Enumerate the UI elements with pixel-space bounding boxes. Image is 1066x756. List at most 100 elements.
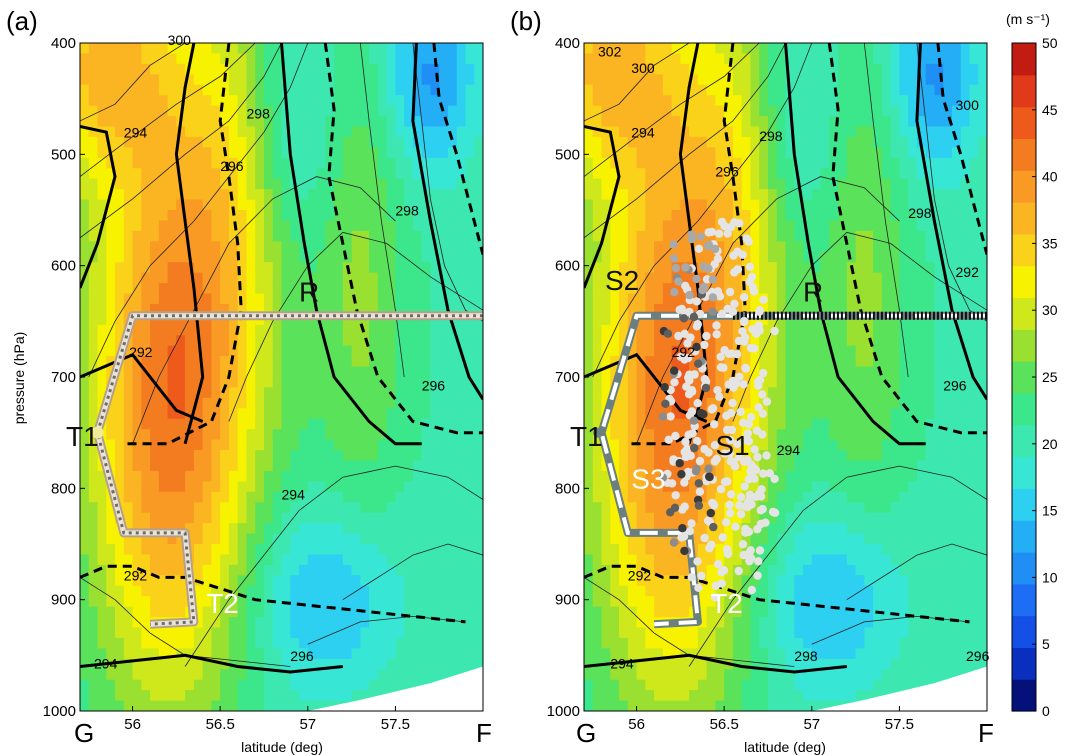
parcel-dot (674, 331, 683, 341)
parcel-dot (758, 368, 768, 378)
x-tick-label: 56 (124, 716, 141, 733)
colorbar-swatch (1012, 679, 1036, 712)
parcel-dot (735, 372, 744, 381)
parcel-dot-dark (701, 383, 711, 393)
parcel-dot (695, 487, 705, 496)
parcel-dot-dark (669, 538, 679, 547)
trajectory-point (593, 427, 604, 438)
dashed-contour (584, 564, 970, 624)
parcel-dot (750, 445, 759, 454)
parcel-dot (755, 489, 764, 498)
parcel-dot (725, 500, 734, 509)
parcel-dot (742, 234, 751, 243)
parcel-dot (758, 409, 767, 418)
region-label: R (299, 276, 319, 307)
parcel-dot-s2 (704, 240, 714, 250)
parcel-dot (695, 456, 705, 466)
parcel-dot-s2 (687, 234, 696, 244)
parcel-dot (730, 299, 739, 308)
parcel-dot-dark (706, 508, 715, 518)
y-tick-label: 800 (555, 480, 580, 497)
colorbar-tick-label: 45 (1042, 102, 1058, 118)
dashed-contour (80, 564, 466, 624)
parcel-dot-dark (691, 467, 701, 476)
y-tick-label: 700 (51, 369, 76, 386)
parcel-dot (739, 293, 749, 302)
theta-contour (184, 465, 483, 667)
theta-contour (132, 176, 396, 444)
parcel-dot (708, 498, 717, 508)
parcel-dot (723, 549, 733, 559)
parcel-dot-dark (689, 312, 699, 322)
theta-label: 302 (598, 43, 622, 59)
theta-contour (732, 231, 987, 422)
region-label: T1 (570, 421, 603, 452)
parcel-dot (753, 524, 762, 534)
thick-contour (784, 43, 926, 446)
parcel-dot (690, 370, 699, 379)
colorbar-tick-label: 40 (1042, 169, 1058, 185)
parcel-dot (736, 510, 746, 519)
parcel-dot (753, 571, 762, 580)
parcel-dot (683, 339, 692, 348)
y-tick-label: 1000 (43, 703, 76, 720)
end-label-left-b: G (576, 718, 596, 748)
parcel-dot (733, 265, 743, 274)
parcel-dot (685, 376, 694, 385)
colorbar-tick-label: 50 (1042, 35, 1058, 51)
x-tick-label: 56.5 (206, 716, 235, 733)
end-label-right-a: F (476, 718, 492, 748)
y-tick-label: 400 (555, 35, 580, 52)
theta-label: 298 (395, 203, 419, 219)
parcel-dot (680, 447, 689, 457)
parcel-dot-s2 (674, 277, 683, 286)
parcel-dot (739, 380, 748, 389)
parcel-dot (717, 217, 727, 227)
theta-contour (359, 43, 405, 378)
colorbar-unit: (m s⁻¹) (1006, 11, 1050, 27)
parcel-dot-dark (694, 501, 704, 510)
colorbar-swatch (1012, 297, 1036, 330)
parcel-dot-s2 (681, 263, 690, 272)
parcel-dot (685, 527, 695, 536)
theta-label: 294 (777, 442, 801, 458)
parcel-dot (744, 527, 754, 536)
thick-contour (584, 125, 621, 289)
parcel-dot-dark (689, 416, 699, 425)
parcel-dot (762, 451, 771, 460)
parcel-dot (726, 508, 735, 518)
surface-mask (811, 666, 987, 711)
x-tick-label: 57.5 (381, 716, 410, 733)
parcel-dot (765, 469, 774, 478)
theta-label: 294 (124, 125, 148, 141)
colorbar-swatch (1012, 520, 1036, 553)
end-label-left-a: G (74, 718, 94, 748)
parcel-dot (754, 403, 763, 412)
colorbar-swatch (1012, 170, 1036, 203)
parcel-dot (687, 407, 697, 416)
parcel-dot (684, 430, 693, 439)
parcel-dot-dark (679, 314, 689, 323)
parcel-dot-dark (670, 503, 680, 512)
parcel-dot-dark (704, 464, 713, 473)
theta-label: 296 (220, 158, 244, 174)
parcel-dot (728, 307, 738, 316)
y-tick-label: 600 (555, 258, 580, 275)
dashed-contour (827, 43, 987, 435)
parcel-dot (770, 474, 779, 484)
thick-contour (915, 43, 987, 401)
parcel-dot-s2 (670, 288, 679, 297)
theta-label: 300 (631, 60, 655, 76)
theta-contour (80, 43, 282, 239)
parcel-dot (743, 429, 753, 438)
parcel-dot (700, 340, 709, 350)
dashed-contour (936, 43, 987, 255)
parcel-dot-dark (699, 410, 708, 419)
parcel-dot (747, 272, 757, 282)
theta-label: 292 (956, 264, 980, 280)
parcel-dot (734, 336, 744, 346)
parcel-dot-dark (660, 383, 669, 392)
parcel-dot (770, 326, 779, 336)
dashed-contour (627, 43, 747, 446)
y-tick-label: 900 (555, 592, 580, 609)
